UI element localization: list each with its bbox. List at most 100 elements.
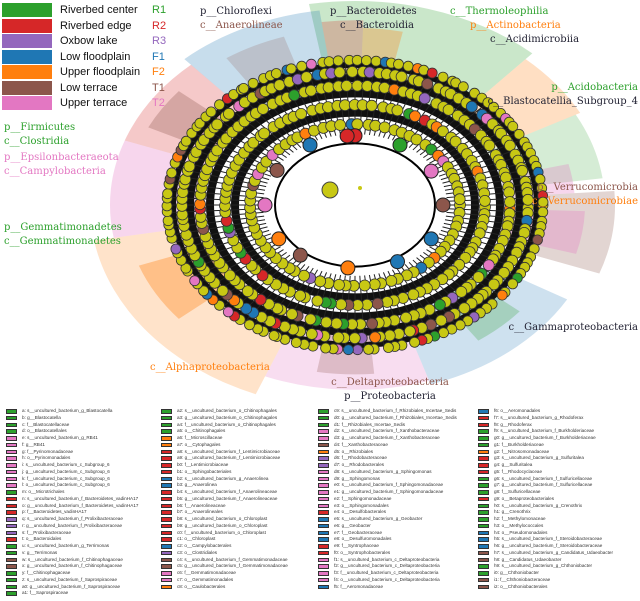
legend-swatch xyxy=(318,436,329,441)
legend-code: F2 xyxy=(152,66,165,78)
legend-swatch xyxy=(161,476,172,481)
taxon-node xyxy=(368,278,381,291)
biomarker-legend-item: b3: g__Anaerolinea xyxy=(161,482,316,489)
legend-text: f4: o__uncultured_bacterium_c_Deltaprote… xyxy=(334,576,440,582)
legend-text: e3: o__Sphingomonadales xyxy=(334,502,389,508)
legend-text: a8: s__uncultured_bacterium_f_Lentimicro… xyxy=(177,448,280,454)
legend-text: b4: s__uncultured_bacterium_f_Anaeroline… xyxy=(177,489,278,494)
legend-text: g2: f__Nitrosomonadaceae xyxy=(494,448,550,454)
legend-swatch xyxy=(478,550,489,556)
legend-text: e7: f__Geobacteraceae xyxy=(334,529,383,535)
legend-text: c2: o__Campylobacterales xyxy=(177,543,232,548)
taxon-node xyxy=(296,60,308,72)
legend-swatch xyxy=(478,530,489,535)
biomarker-legend-column-2: a2: s__uncultured_bacterium_o_Chitinopha… xyxy=(161,408,316,590)
biomarker-legend-item: m: o__Microtrichales xyxy=(6,489,161,496)
biomarker-legend-item: v: g__Terrimonas xyxy=(6,550,161,557)
biomarker-legend-item: b0: f__Lentimicrobiaceae xyxy=(161,462,316,469)
biomarker-legend-item: a0: g__uncultured_bacterium_f_Saprospira… xyxy=(6,584,161,591)
legend-text: y: f__Chitinophagaceae xyxy=(22,570,71,575)
legend-text: d1: f__Rhizobiales_Incertae_Sedis xyxy=(334,421,405,427)
taxon-node xyxy=(360,55,372,66)
clade-label: c__Alphaproteobacteria xyxy=(150,362,270,373)
taxon-node xyxy=(371,297,384,310)
clade-node xyxy=(423,163,439,179)
legend-swatch xyxy=(6,490,17,495)
legend-text: d4: f__Xanthobacteraceae xyxy=(334,441,388,447)
taxon-node xyxy=(294,289,307,302)
biomarker-legend-item: w: s__uncultured_bacterium_f_Chitinophag… xyxy=(6,557,161,564)
taxon-node xyxy=(330,317,343,330)
biomarker-legend-item: h1: g__Crenothrix xyxy=(478,509,633,516)
legend-swatch xyxy=(318,483,329,488)
legend-text: a5: o__Chitinophagales xyxy=(177,428,226,434)
legend-text: b6: f__Anaerolineaceae xyxy=(177,502,226,508)
legend-text: a0: g__uncultured_bacterium_f_Saprospira… xyxy=(22,583,121,589)
taxon-node xyxy=(400,311,412,324)
taxon-node xyxy=(305,328,318,340)
biomarker-legend-item: h0: s__uncultured_bacterium_g_Crenothrix xyxy=(478,503,633,510)
biomarker-legend-item: i1: f__Chthoniobacteraceae xyxy=(478,577,633,584)
legend-swatch xyxy=(161,584,172,589)
legend-text: g8: f__Sulfuricellaceae xyxy=(494,489,541,494)
taxon-node xyxy=(286,308,298,321)
taxon-node xyxy=(383,329,396,342)
legend-text: f8: g__Rhodoferax xyxy=(494,421,532,427)
legend-text: g5: f__Rhodocyclaceae xyxy=(494,468,543,474)
biomarker-legend-item: b: g__Blastocatella xyxy=(6,415,161,422)
legend-swatch xyxy=(161,415,172,421)
taxon-node xyxy=(369,331,382,344)
legend-text: e5: s__uncultured_bacterium_g_Geobacter xyxy=(334,516,423,521)
clade-label: p__Epsilonbacteraeota xyxy=(4,152,119,163)
legend-item-f1: Low floodplain F1 xyxy=(2,49,165,64)
clade-label: p__Firmicutes xyxy=(4,122,75,133)
legend-swatch xyxy=(6,503,17,508)
biomarker-legend-item: e0: s__uncultured_bacterium_f_Sphingomon… xyxy=(318,482,473,489)
taxon-node xyxy=(378,81,391,94)
legend-swatch xyxy=(6,557,17,562)
clade-label: c__Campylobacteria xyxy=(4,166,106,177)
legend-text: h5: s__uncultured_bacterium_f_Steroidoba… xyxy=(494,536,603,542)
biomarker-legend-item: q: s__uncultured_bacterium_f_Prolixibact… xyxy=(6,516,161,523)
legend-text: e4: o__Desulfobacterales xyxy=(334,509,387,515)
legend-text: p: f__Bacteroidetes_vadinHA17 xyxy=(22,509,87,515)
clade-label: c__Deltaproteobacteria xyxy=(331,377,449,388)
legend-text: c3: o__Clostridiales xyxy=(177,549,218,555)
clade-node xyxy=(390,254,405,270)
biomarker-legend-item: g7: g__uncultured_bacterium_f_Sulfuricel… xyxy=(478,482,633,489)
taxon-node xyxy=(244,319,255,331)
biomarker-legend-item: d6: f__Rhodobacteraceae xyxy=(318,455,473,462)
legend-text: g0: g__uncultured_bacterium_f_Burkholder… xyxy=(494,435,596,440)
legend-text: c6: f__Gemmatimonadaceae xyxy=(177,570,236,575)
legend-text: f0: o__Syntrophobacterales xyxy=(334,549,391,555)
legend-swatch xyxy=(478,483,489,488)
legend-swatch xyxy=(161,463,172,468)
legend-swatch xyxy=(6,456,17,461)
biomarker-legend-item: d7: o__Rhodobacterales xyxy=(318,462,473,469)
taxon-node xyxy=(421,78,434,90)
taxon-node xyxy=(340,79,353,92)
legend-swatch xyxy=(318,523,329,529)
legend-text: b3: g__Anaerolinea xyxy=(177,482,217,488)
taxon-node xyxy=(352,344,364,356)
legend-swatch xyxy=(161,510,172,515)
legend-text: g1: f__Burkholderiaceae xyxy=(494,441,544,447)
biomarker-legend-item: d1: f__Rhizobiales_Incertae_Sedis xyxy=(318,422,473,429)
legend-text: g7: g__uncultured_bacterium_f_Sulfuricel… xyxy=(494,482,593,488)
legend-item-r1: Riverbed center R1 xyxy=(2,3,166,17)
legend-swatch xyxy=(6,523,17,529)
taxon-node xyxy=(214,99,225,111)
legend-swatch xyxy=(6,564,17,569)
taxon-node xyxy=(532,234,543,246)
legend-swatch xyxy=(6,463,17,468)
legend-swatch xyxy=(161,530,172,535)
taxon-node xyxy=(537,206,549,218)
legend-text: i: s__uncultured_bacterium_c_Subgroup_6 xyxy=(22,462,110,467)
clade-label: c__Bacteroidia xyxy=(340,20,414,31)
legend-swatch xyxy=(6,571,17,576)
legend-swatch xyxy=(6,442,17,448)
legend-text: b0: f__Lentimicrobiaceae xyxy=(177,462,229,467)
biomarker-legend-item: a3: g__uncultured_bacterium_o_Chitinopha… xyxy=(161,415,316,422)
clade-sector xyxy=(401,262,568,385)
taxon-node xyxy=(189,275,201,287)
